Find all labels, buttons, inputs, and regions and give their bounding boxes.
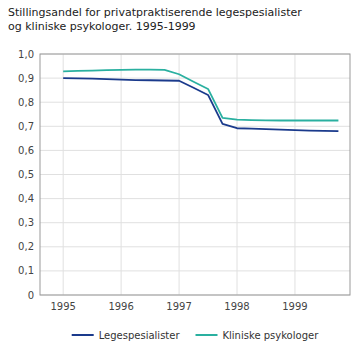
grid-line-x	[294, 54, 295, 295]
grid-line-x	[237, 54, 238, 295]
y-tick-label: 0,5	[18, 169, 34, 180]
grid-line-y	[40, 198, 350, 199]
grid-line-x	[121, 54, 122, 295]
grid-line-y	[40, 150, 350, 151]
title: Stillingsandel for privatpraktiserende l…	[8, 6, 302, 33]
legend-item: Legespesialister	[72, 330, 181, 341]
y-tick-label: 0,4	[18, 193, 34, 204]
grid-line-y	[40, 222, 350, 223]
grid	[40, 54, 350, 295]
grid-line-y	[40, 246, 350, 247]
y-tick-label: 1,0	[18, 49, 34, 60]
y-tick-label: 0,2	[18, 241, 34, 252]
grid-line-x	[179, 54, 180, 295]
x-tick-label: 1999	[282, 301, 307, 312]
plot-frame	[40, 54, 350, 295]
line	[63, 70, 338, 121]
legend-label: Kliniske psykologer	[223, 330, 320, 341]
y-tick-label: 0,8	[18, 97, 34, 108]
x-tick-label: 1997	[166, 301, 191, 312]
grid-line-y	[40, 270, 350, 271]
chart: Stillingsandel for privatpraktiserende l…	[0, 0, 361, 361]
legend-label: Legespesialister	[99, 330, 181, 341]
x-tick-label: 1998	[224, 301, 249, 312]
series-group	[63, 70, 338, 131]
title-line: Stillingsandel for privatpraktiserende l…	[8, 6, 302, 19]
y-tick-label: 0,1	[18, 265, 34, 276]
y-tick-label: 0,7	[18, 121, 34, 132]
y-tick-label: 0,3	[18, 217, 34, 228]
axes: 0 0,1 0,2 0,3 0,4 0,5 0,6 0,7 0,8 0,9 1,0 1995 1996 1…	[18, 49, 350, 313]
legend: Legespesialister Kliniske psykologer	[72, 330, 319, 341]
y-tick-label: 0,6	[18, 145, 34, 156]
grid-line-x	[63, 54, 64, 295]
title-line: og kliniske psykologer. 1995-1999	[8, 20, 196, 33]
x-tick-label: 1996	[108, 301, 133, 312]
y-tick-label: 0,9	[18, 73, 34, 84]
legend-item: Kliniske psykologer	[196, 330, 320, 341]
grid-line-y	[40, 126, 350, 127]
x-tick-label: 1995	[50, 301, 75, 312]
legend-swatch	[196, 334, 218, 336]
y-tick-label: 0	[28, 290, 34, 301]
legend-swatch	[72, 334, 94, 336]
grid-line-y	[40, 174, 350, 175]
grid-line-y	[40, 102, 350, 103]
